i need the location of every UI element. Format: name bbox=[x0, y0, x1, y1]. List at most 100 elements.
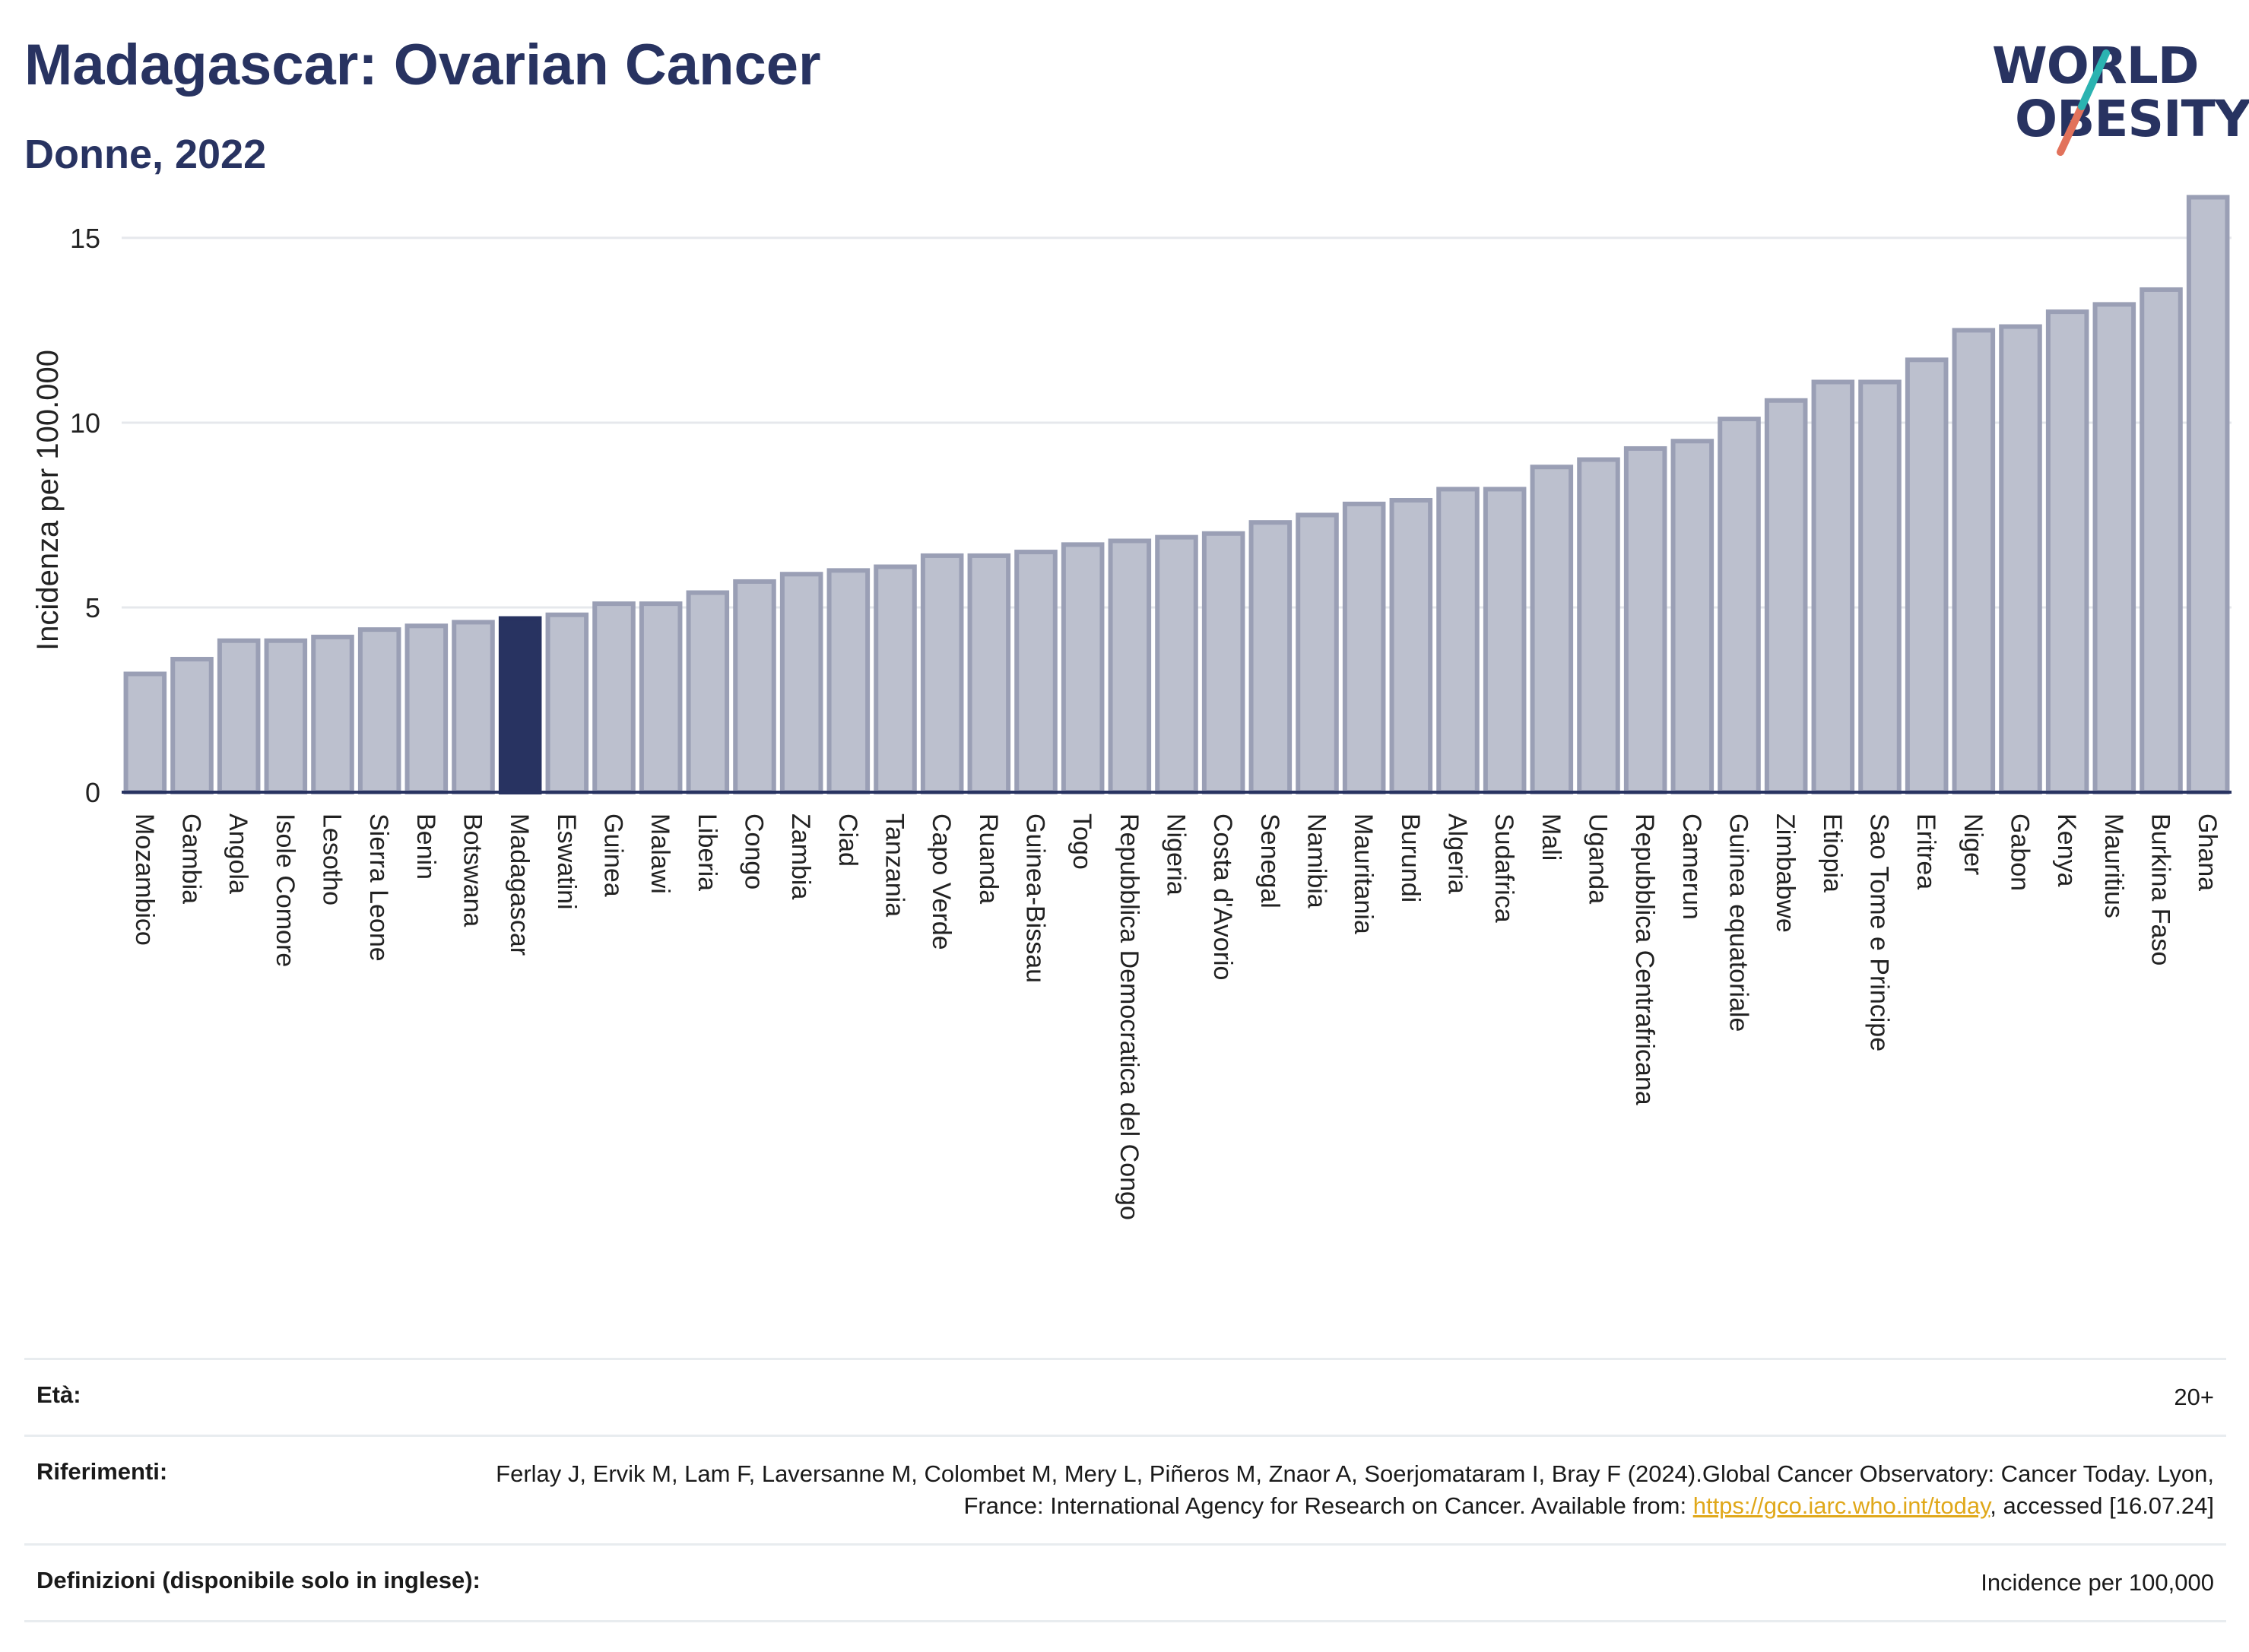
y-tick-label: 0 bbox=[85, 777, 100, 808]
x-tick-label: Guinea equatoriale bbox=[1724, 813, 1753, 1032]
bar-capo-verde bbox=[920, 553, 964, 794]
bar-nigeria bbox=[1155, 534, 1198, 794]
x-tick-label: Repubblica Democratica del Congo bbox=[1115, 813, 1144, 1220]
bar-burundi bbox=[1389, 498, 1433, 794]
bar-eritrea bbox=[1905, 357, 1949, 795]
x-tick-label: Angola bbox=[224, 813, 252, 894]
x-tick-label: Ghana bbox=[2193, 813, 2222, 891]
bar-zambia bbox=[779, 572, 823, 794]
bar-repubblica-centrafricana bbox=[1623, 446, 1667, 794]
bar-mauritania bbox=[1342, 501, 1386, 794]
logo-line-1: WORLD bbox=[1992, 36, 2200, 95]
x-tick-label: Malawi bbox=[646, 813, 674, 894]
x-tick-label: Benin bbox=[411, 813, 440, 880]
x-tick-label: Burundi bbox=[1396, 813, 1425, 902]
x-tick-label: Sao Tome e Principe bbox=[1865, 813, 1894, 1051]
bar-zimbabwe bbox=[1764, 398, 1808, 794]
logo-slash-icon bbox=[2057, 49, 2110, 156]
x-tick-label: Isole Comore bbox=[271, 813, 300, 967]
y-tick-label: 10 bbox=[70, 407, 100, 439]
x-tick-label: Niger bbox=[1959, 813, 1987, 875]
x-tick-label: Togo bbox=[1067, 813, 1096, 870]
age-label: Età: bbox=[36, 1381, 81, 1408]
bar-guinea bbox=[592, 601, 636, 794]
bar-lesotho bbox=[311, 634, 354, 795]
x-tick-label: Nigeria bbox=[1162, 813, 1191, 896]
bar-namibia bbox=[1296, 512, 1339, 794]
bar-isole-comore bbox=[264, 638, 308, 794]
age-value: 20+ bbox=[2174, 1384, 2214, 1410]
bar-niger bbox=[1952, 328, 1996, 794]
bar-sudafrica bbox=[1483, 487, 1527, 794]
x-tick-label: Senegal bbox=[1255, 813, 1284, 908]
bar-malawi bbox=[639, 601, 683, 794]
definitions-value: Incidence per 100,000 bbox=[1981, 1569, 2214, 1596]
page-title: Madagascar: Ovarian Cancer bbox=[24, 33, 821, 97]
bar-algeria bbox=[1436, 487, 1480, 794]
x-tick-label: Zambia bbox=[786, 813, 815, 899]
x-tick-label: Camerun bbox=[1677, 813, 1706, 920]
x-tick-label: Ciad bbox=[833, 813, 862, 867]
x-tick-label: Gambia bbox=[177, 813, 206, 904]
bar-camerun bbox=[1670, 439, 1715, 794]
bar-liberia bbox=[686, 590, 730, 794]
references-link[interactable]: https://gco.iarc.who.int/today bbox=[1692, 1492, 1990, 1519]
x-tick-label: Sierra Leone bbox=[364, 813, 393, 962]
bar-costa-d-avorio bbox=[1201, 531, 1245, 794]
page-subtitle: Donne, 2022 bbox=[24, 132, 267, 177]
bar-kenya bbox=[2045, 309, 2089, 794]
bar-mozambico bbox=[123, 671, 167, 795]
definitions-row: Definizioni (disponibile solo in inglese… bbox=[24, 1543, 2226, 1622]
references-label: Riferimenti: bbox=[36, 1458, 168, 1485]
bar-gambia bbox=[170, 657, 214, 794]
y-tick-label: 5 bbox=[85, 592, 100, 623]
references-value: Ferlay J, Ervik M, Lam F, Laversanne M, … bbox=[465, 1458, 2214, 1522]
bar-botswana bbox=[452, 620, 495, 794]
x-tick-label: Gabon bbox=[2006, 813, 2035, 891]
x-tick-label: Etiopia bbox=[1818, 813, 1847, 893]
references-text-2: , accessed [16.07.24] bbox=[1990, 1492, 2214, 1519]
bar-angola bbox=[217, 638, 261, 794]
bar-ghana bbox=[2186, 195, 2230, 794]
x-tick-label: Madagascar bbox=[505, 813, 534, 956]
age-row: Età: 20+ bbox=[24, 1358, 2226, 1435]
bar-etiopia bbox=[1811, 379, 1855, 794]
x-tick-label: Algeria bbox=[1443, 813, 1472, 894]
x-tick-label: Lesotho bbox=[318, 813, 347, 905]
x-tick-label: Guinea-Bissau bbox=[1021, 813, 1050, 983]
references-text-1: Ferlay J, Ervik M, Lam F, Laversanne M, … bbox=[496, 1460, 2214, 1519]
bar-madagascar bbox=[498, 616, 542, 794]
references-row: Riferimenti: Ferlay J, Ervik M, Lam F, L… bbox=[24, 1435, 2226, 1543]
x-tick-label: Mozambico bbox=[130, 813, 159, 946]
bar-uganda bbox=[1577, 457, 1620, 794]
bar-sierra-leone bbox=[357, 627, 401, 795]
bar-ruanda bbox=[967, 553, 1011, 794]
bar-senegal bbox=[1248, 520, 1293, 794]
bar-repubblica-democratica-del-congo bbox=[1108, 538, 1152, 794]
x-tick-label: Eritrea bbox=[1911, 813, 1940, 889]
bar-guinea-equatoriale bbox=[1718, 417, 1761, 794]
bar-togo bbox=[1061, 542, 1105, 794]
x-tick-label: Mauritius bbox=[2099, 813, 2128, 918]
x-tick-label: Namibia bbox=[1302, 813, 1331, 908]
y-tick-label: 15 bbox=[70, 223, 100, 254]
x-tick-label: Repubblica Centrafricana bbox=[1630, 813, 1659, 1105]
y-axis-label: Incidenza per 100.000 bbox=[31, 350, 65, 651]
logo-line-2: OBESITY bbox=[2015, 90, 2249, 148]
bar-gabon bbox=[1999, 324, 2042, 794]
x-tick-label: Zimbabwe bbox=[1771, 813, 1800, 933]
x-tick-label: Tanzania bbox=[880, 813, 909, 917]
bar-ciad bbox=[826, 568, 871, 794]
x-tick-label: Congo bbox=[740, 813, 769, 889]
x-tick-label: Sudafrica bbox=[1489, 813, 1518, 923]
x-tick-label: Costa d'Avorio bbox=[1208, 813, 1237, 980]
bar-mali bbox=[1530, 465, 1574, 794]
x-tick-label: Liberia bbox=[693, 813, 722, 891]
bar-eswatini bbox=[545, 612, 589, 795]
metadata-table: Età: 20+ Riferimenti: Ferlay J, Ervik M,… bbox=[24, 1358, 2226, 1622]
x-tick-label: Kenya bbox=[2052, 813, 2081, 886]
x-tick-label: Eswatini bbox=[552, 813, 581, 910]
definitions-label: Definizioni (disponibile solo in inglese… bbox=[36, 1567, 481, 1593]
bar-burkina-faso bbox=[2140, 287, 2183, 794]
bar-mauritius bbox=[2092, 302, 2136, 794]
